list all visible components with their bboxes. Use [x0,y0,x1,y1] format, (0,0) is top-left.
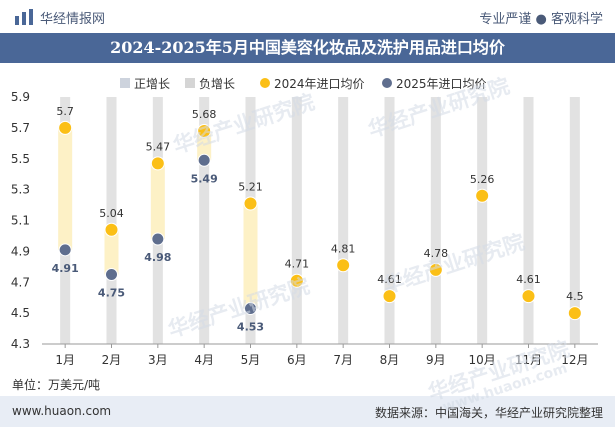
growth-bar [243,203,258,309]
point-2024 [243,196,258,211]
point-2025 [197,153,211,167]
category-background-bar [477,97,488,344]
point-2024 [150,156,165,171]
x-tick-label: 5月 [241,353,261,367]
point-2024 [58,120,73,135]
y-tick-label: 5.1 [11,214,30,228]
growth-bar [104,229,119,275]
category-background-bar [569,97,580,344]
category-background-bar [106,97,117,344]
x-tick-label: 3月 [148,353,168,367]
tagline: 专业严谨 ● 客观科学 [479,12,603,27]
logo-icon [15,9,33,25]
y-tick-label: 5.3 [11,183,30,197]
point-2024 [382,289,397,304]
data-label-2024: 4.78 [424,247,449,260]
y-tick-label: 5.5 [11,152,30,166]
category-background-bar [338,97,349,344]
data-label-2024: 5.04 [99,207,124,220]
y-tick-label: 4.5 [11,306,30,320]
category-background-bar [199,97,210,344]
title-bar: 2024-2025年5月中国美容化妆品及洗护用品进口均价 [0,33,615,63]
data-label-2025: 5.49 [191,172,218,185]
x-tick-label: 8月 [380,353,400,367]
chart-title: 2024-2025年5月中国美容化妆品及洗护用品进口均价 [110,38,505,57]
legend-swatch [120,78,130,88]
x-tick-label: 4月 [194,353,214,367]
point-2024 [289,273,304,288]
x-tick-label: 9月 [426,353,446,367]
point-2025 [151,232,165,246]
legend-swatch [382,78,392,88]
point-2025 [105,268,118,282]
chart: 4.3 4.5 4.7 4.9 5.1 5.3 5.5 5.7 5.9 1月 2月 3月 4月 5月 6月 7… [11,77,598,367]
x-tick-label: 1月 [55,353,75,367]
x-tick-label: 11月 [515,353,542,367]
growth-bar [197,130,212,161]
data-label-2025: 4.91 [52,262,79,275]
point-2024 [428,262,443,277]
data-label-2024: 5.47 [146,140,171,153]
data-label-2024: 4.71 [285,258,310,271]
point-2024 [521,289,536,304]
point-2024 [336,258,351,273]
category-background-bar [430,97,441,344]
category-background-bar [384,97,395,344]
legend-label: 负增长 [199,77,235,91]
data-label-2024: 5.26 [470,173,495,186]
point-2025 [58,243,72,257]
x-tick-label: 6月 [287,353,307,367]
category-background-bar [523,97,534,344]
growth-bar [58,127,73,250]
data-label-2025: 4.53 [237,320,264,333]
y-tick-label: 4.9 [11,244,30,258]
unit-label: 单位：万美元/吨 [12,378,101,392]
data-label-2024: 4.5 [566,290,584,303]
x-tick-label: 10月 [469,353,496,367]
legend-label: 2024年进口均价 [274,77,365,91]
point-2024 [567,306,582,321]
x-tick-label: 12月 [561,353,588,367]
category-background-bar [291,97,302,344]
y-tick-label: 5.9 [11,90,30,104]
y-tick-label: 5.7 [11,121,30,135]
legend-swatch [260,78,270,88]
x-tick-label: 2月 [102,353,122,367]
data-label-2024: 4.81 [331,242,356,255]
footer-bar: www.huaon.com 数据来源：中国海关，华经产业研究院整理 [0,396,615,427]
x-tick-label: 7月 [333,353,353,367]
growth-bar [150,163,165,240]
point-2024 [475,188,490,203]
data-label-2024: 5.68 [192,108,217,121]
point-2024 [104,222,119,237]
footer-source: 数据来源：中国海关，华经产业研究院整理 [374,406,603,420]
data-label-2024: 5.7 [56,105,74,118]
legend-label: 2025年进口均价 [396,77,487,91]
y-tick-label: 4.7 [11,275,30,289]
legend-label: 正增长 [134,77,170,91]
data-label-2024: 4.61 [377,273,402,286]
point-2025 [244,301,257,315]
data-label-2025: 4.98 [144,251,171,264]
y-tick-label: 4.3 [11,337,30,351]
point-2024 [197,123,212,138]
footer-site: www.huaon.com [12,404,112,418]
data-label-2024: 5.21 [238,181,263,194]
brand-name: 华经情报网 [40,12,106,27]
data-label-2024: 4.61 [516,273,541,286]
legend-swatch [185,78,195,88]
data-label-2025: 4.75 [98,287,125,300]
top-bar: 华经情报网 专业严谨 ● 客观科学 [0,0,615,34]
